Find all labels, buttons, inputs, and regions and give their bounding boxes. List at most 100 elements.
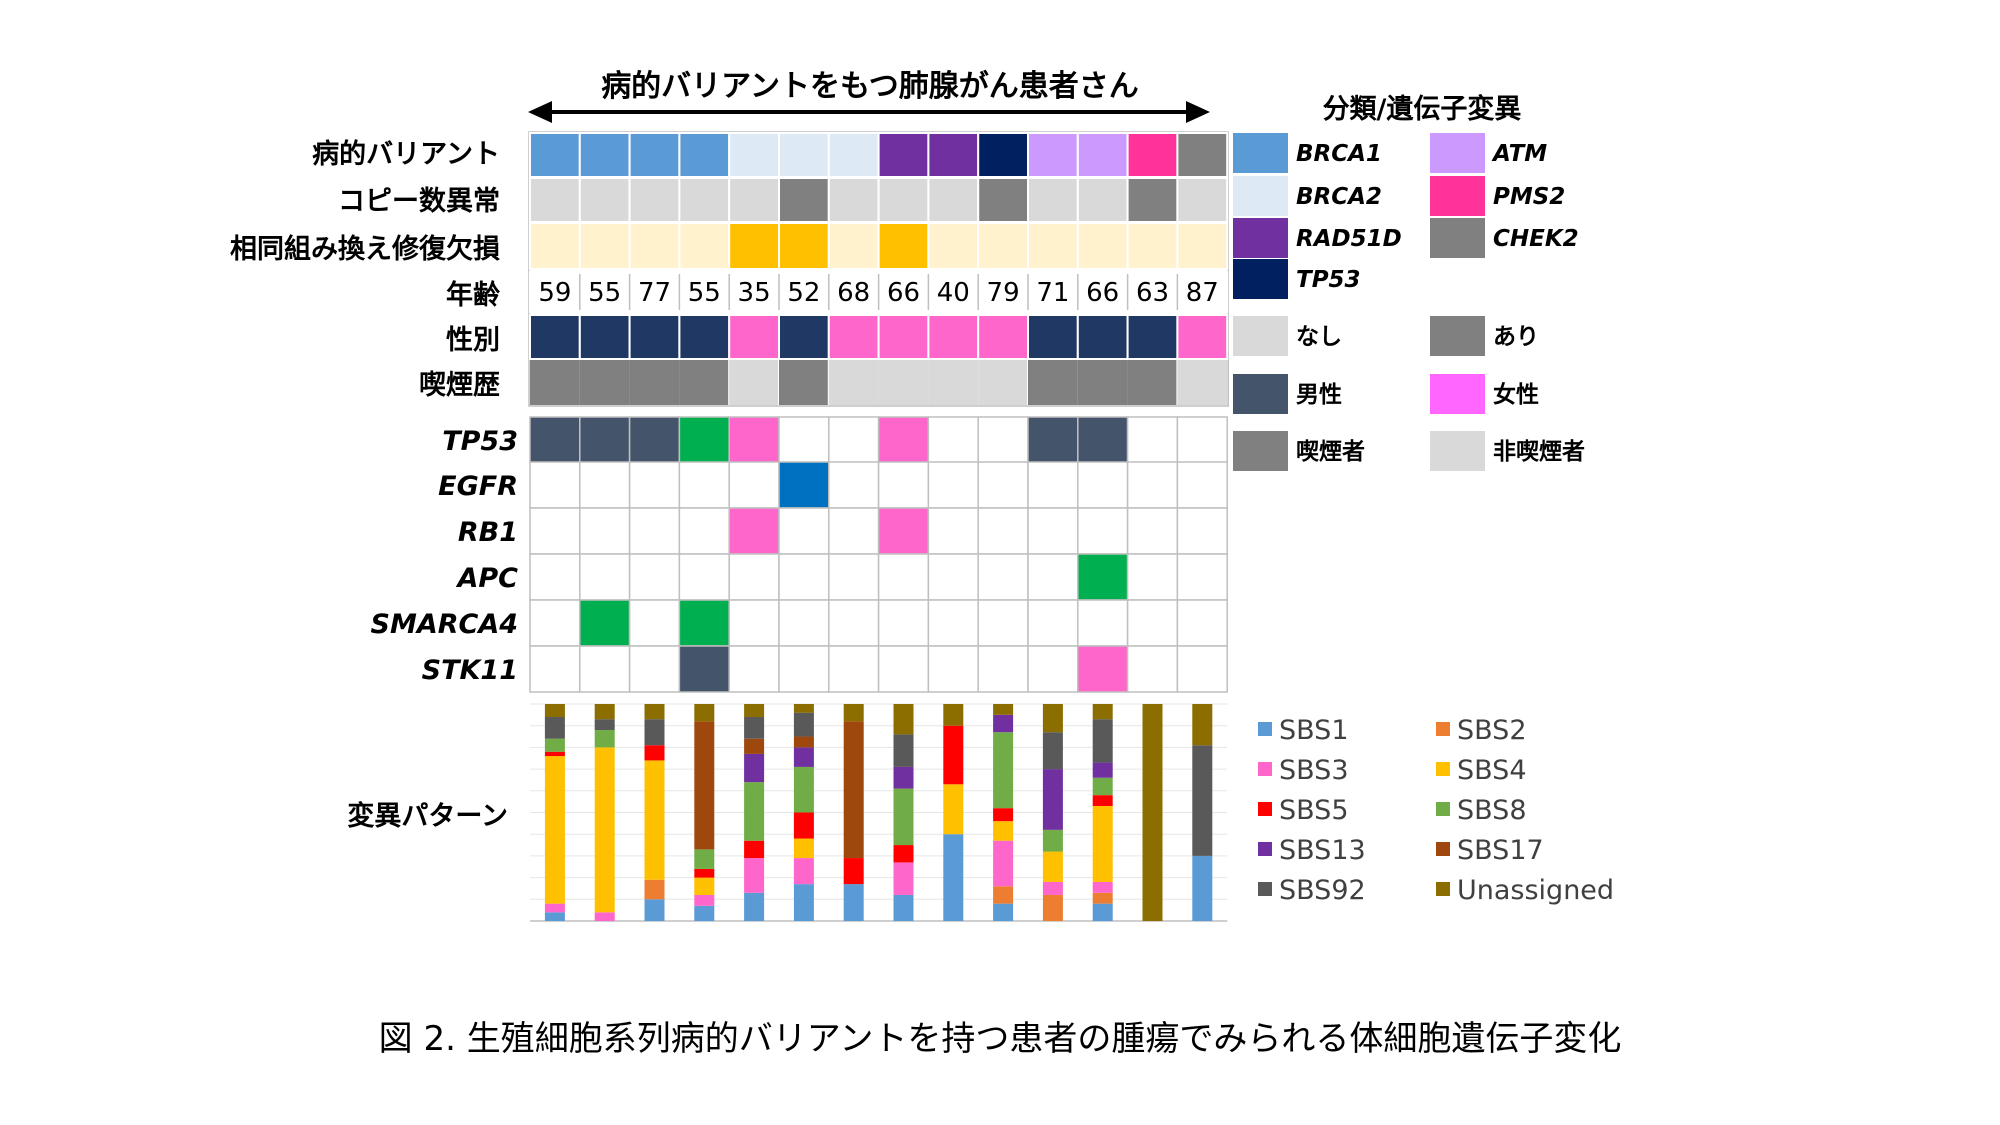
cell-smoking	[579, 360, 630, 405]
mutation-cell	[579, 599, 631, 647]
legend-swatch	[1430, 431, 1485, 471]
sig-segment-sbs8	[744, 782, 765, 841]
cell-sex	[827, 314, 880, 360]
mutation-cell	[1126, 645, 1179, 693]
mutation-cell	[828, 645, 880, 693]
mutation-cell	[877, 599, 930, 647]
cell-age	[927, 271, 980, 313]
cell-sex	[728, 314, 781, 360]
cell-smoking	[1127, 360, 1178, 405]
figure-caption: 図 2. 生殖細胞系列病的バリアントを持つ患者の腫瘍でみられる体細胞遺伝子変化	[379, 1019, 1622, 1059]
sig-segment-sbs4	[594, 747, 615, 913]
sig-segment-unassigned	[1042, 704, 1063, 733]
age-value: 66	[887, 278, 920, 308]
sig-segment-sbs8	[594, 730, 615, 748]
sig-segment-sbs1	[1192, 855, 1213, 921]
sig-segment-sbs8	[793, 766, 814, 813]
mutation-cell	[778, 599, 830, 647]
mutation-cell	[778, 645, 830, 693]
mutation-cell	[977, 507, 1029, 555]
mutation-cell	[778, 461, 830, 509]
sig-segment-sbs5	[943, 725, 964, 785]
mutation-cell	[977, 461, 1029, 509]
sig-segment-sbs1	[544, 912, 565, 921]
cell-smoking	[1028, 360, 1078, 405]
mutation-cell	[1077, 599, 1129, 647]
sbs-label: SBS92	[1279, 875, 1366, 906]
sig-segment-sbs8	[893, 788, 914, 846]
age-value: 40	[937, 278, 970, 308]
sig-segment-sbs17	[744, 738, 765, 754]
row-label-cnv: コピー数異常	[338, 186, 500, 217]
mutation-cell	[1027, 645, 1079, 693]
sig-segment-sbs2	[1042, 894, 1063, 921]
legend-swatch	[1430, 374, 1485, 414]
sig-segment-sbs5	[744, 840, 765, 859]
cell-variant	[877, 132, 930, 178]
sig-segment-sbs1	[993, 903, 1014, 921]
sig-segment-unassigned	[694, 704, 715, 722]
sig-segment-sbs4	[644, 760, 665, 880]
sig-segment-sbs4	[943, 784, 964, 835]
row-label-sex: 性別	[446, 325, 500, 356]
mutation-cell	[628, 553, 681, 601]
cell-cnv	[529, 177, 581, 223]
sbs-swatch	[1436, 762, 1450, 776]
mutation-cell	[628, 461, 681, 509]
sig-segment-sbs5	[1092, 795, 1113, 806]
mutation-cell	[529, 599, 581, 647]
sig-segment-sbs5	[993, 808, 1014, 822]
legend-label: 喫煙者	[1296, 439, 1365, 465]
header-title: 病的バリアントをもつ肺腺がん患者さん	[601, 69, 1139, 104]
cell-smoking	[729, 360, 779, 405]
mutation-cell	[1176, 461, 1228, 509]
legend-swatch	[1233, 259, 1288, 299]
age-value: 55	[588, 278, 621, 308]
age-value: 59	[538, 278, 571, 308]
cell-hrd	[1076, 222, 1129, 270]
mutation-cell	[977, 645, 1029, 693]
cell-cnv	[728, 177, 781, 223]
mutation-cell	[628, 507, 681, 555]
mutation-cell	[877, 416, 930, 464]
cell-smoking	[878, 360, 929, 405]
legend-label: あり	[1493, 324, 1539, 350]
mutation-cell	[529, 507, 581, 555]
cell-cnv	[778, 177, 830, 223]
mutation-cell	[828, 599, 880, 647]
age-value: 68	[837, 278, 870, 308]
cell-sex	[1176, 314, 1229, 360]
sig-segment-sbs5	[793, 812, 814, 839]
sig-segment-sbs2	[993, 886, 1014, 904]
mutation-cell	[977, 416, 1029, 464]
sbs-swatch	[1436, 802, 1450, 816]
cell-sex	[1027, 314, 1079, 360]
sig-segment-sbs5	[544, 751, 565, 757]
cell-variant	[1176, 132, 1229, 178]
row-label-hrd: 相同組み換え修復欠損	[230, 233, 500, 265]
sig-segment-sbs3	[594, 912, 615, 921]
sig-segment-unassigned	[943, 704, 964, 726]
sig-segment-sbs5	[843, 858, 864, 885]
sig-segment-unassigned	[793, 704, 814, 713]
mutation-cell	[1176, 507, 1228, 555]
sbs-label: SBS17	[1457, 835, 1544, 866]
cell-variant	[927, 132, 980, 178]
mutation-cell	[579, 645, 631, 693]
mutation-cell	[1027, 599, 1079, 647]
sig-segment-unassigned	[1092, 704, 1113, 720]
mutation-cell	[828, 507, 880, 555]
sig-segment-sbs3	[993, 840, 1014, 887]
legend-swatch	[1430, 133, 1485, 173]
cell-variant	[1076, 132, 1129, 178]
gene-label-stk11: STK11	[422, 655, 518, 686]
sig-segment-sbs92	[1192, 745, 1213, 856]
sbs-swatch	[1436, 842, 1450, 856]
cell-sex	[977, 314, 1030, 360]
cell-smoking	[978, 360, 1028, 405]
sbs-swatch	[1436, 882, 1450, 896]
cell-cnv	[1027, 177, 1079, 223]
mutation-cell	[927, 507, 979, 555]
legend-swatch	[1430, 176, 1485, 216]
